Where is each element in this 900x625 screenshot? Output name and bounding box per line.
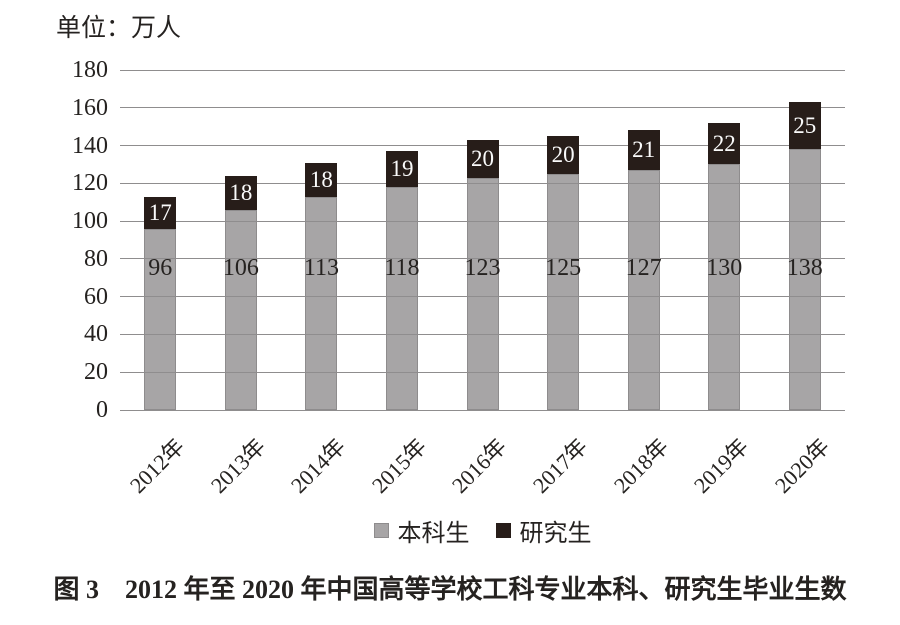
y-tick-label-80: 80 [84, 245, 108, 272]
gridline-120 [120, 182, 845, 184]
bar-segment-研究生-2017年: 20 [547, 136, 580, 174]
gridline-0 [120, 409, 845, 411]
bar-2015年: 19 118 [384, 151, 420, 410]
y-tick-label-20: 20 [84, 359, 108, 386]
gridline-40 [120, 333, 845, 335]
y-tick-label-60: 60 [84, 283, 108, 310]
bar-value-label-本科生-2015年: 118 [384, 255, 420, 281]
gridline-180 [120, 69, 845, 71]
bar-segment-研究生-2014年: 18 [305, 162, 338, 197]
gridline-80 [120, 258, 845, 260]
gridline-160 [120, 107, 845, 109]
bar-segment-研究生-2012年: 17 [144, 196, 177, 229]
bar-slot-2016年: 20 123 [442, 70, 523, 410]
bar-segment-研究生-2020年: 25 [788, 102, 821, 150]
bar-segment-本科生-2016年 [466, 177, 499, 410]
unit-label: 单位：万人 [56, 15, 182, 42]
x-tick-label-2017年: 2017年 [527, 433, 593, 498]
bar-2017年: 20 125 [545, 136, 582, 410]
x-tick-label-2016年: 2016年 [447, 433, 512, 498]
bar-slot-2012年: 17 96 [120, 70, 201, 410]
bar-value-label-本科生-2014年: 113 [303, 255, 339, 281]
y-tick-label-180: 180 [72, 57, 108, 83]
bar-slot-2013年: 18 106 [201, 70, 282, 410]
bar-value-label-本科生-2019年: 130 [706, 255, 743, 281]
y-tick-label-160: 160 [72, 94, 108, 121]
figure-caption: 图 3 2012 年至 2020 年中国高等学校工科专业本科、研究生毕业生数 [53, 575, 847, 604]
bar-2012年: 17 96 [144, 196, 177, 410]
legend-item-本科生: 本科生 [373, 513, 470, 548]
bars-container: 17 96 18 106 18 113 19 118 20 123 20 125 21 127 22 130 2… [120, 70, 845, 410]
y-axis: 0 20 40 60 80 100 120 140 160 180 [0, 57, 108, 423]
x-tick-label-2020年: 2020年 [769, 433, 834, 498]
bar-slot-2017年: 20 125 [523, 70, 604, 410]
bar-value-label-本科生-2018年: 127 [625, 255, 662, 281]
bar-segment-本科生-2018年 [627, 170, 660, 410]
gridline-60 [120, 296, 845, 298]
y-tick-label-100: 100 [72, 208, 108, 235]
bar-segment-研究生-2013年: 18 [224, 175, 257, 210]
legend-swatch-icon [495, 523, 511, 538]
bar-segment-本科生-2014年 [305, 196, 338, 410]
bar-value-label-本科生-2012年: 96 [148, 255, 173, 281]
bar-slot-2020年: 25 138 [765, 70, 846, 410]
y-tick-label-0: 0 [96, 397, 108, 423]
legend: 本科生 研究生 [120, 513, 845, 548]
bar-segment-本科生-2015年 [385, 187, 418, 410]
bar-slot-2019年: 22 130 [684, 70, 765, 410]
gridline-20 [120, 371, 845, 373]
bar-2019年: 22 130 [706, 122, 743, 410]
x-tick-label-2018年: 2018年 [608, 433, 673, 498]
plot-area: 17 96 18 106 18 113 19 118 20 123 20 125 21 127 22 130 2… [120, 69, 845, 411]
bar-slot-2015年: 19 118 [362, 70, 443, 410]
bar-segment-研究生-2016年: 20 [466, 139, 499, 178]
legend-label: 本科生 [397, 521, 470, 547]
x-tick-label-2019年: 2019年 [689, 433, 754, 498]
bar-value-label-本科生-2020年: 138 [786, 255, 823, 281]
bar-segment-研究生-2019年: 22 [708, 122, 741, 165]
x-tick-label-2014年: 2014年 [286, 433, 351, 498]
y-tick-label-140: 140 [72, 132, 108, 159]
bar-slot-2014年: 18 113 [281, 70, 362, 410]
bar-2016年: 20 123 [464, 139, 501, 410]
bar-segment-研究生-2015年: 19 [385, 151, 418, 188]
legend-item-研究生: 研究生 [495, 513, 592, 548]
legend-swatch-icon [373, 523, 389, 538]
bar-2014年: 18 113 [303, 162, 339, 410]
x-tick-label-2012年: 2012年 [125, 433, 190, 498]
bar-slot-2018年: 21 127 [603, 70, 684, 410]
y-tick-label-120: 120 [72, 170, 108, 197]
bar-segment-本科生-2019年 [708, 164, 741, 410]
bar-value-label-本科生-2017年: 125 [545, 255, 582, 281]
bar-segment-本科生-2013年 [224, 209, 257, 410]
bar-segment-本科生-2017年 [547, 173, 580, 410]
gridline-100 [120, 220, 845, 222]
x-tick-label-2015年: 2015年 [366, 433, 432, 498]
bar-2018年: 21 127 [625, 130, 662, 410]
bar-value-label-本科生-2016年: 123 [464, 255, 501, 281]
bar-value-label-本科生-2013年: 106 [222, 255, 259, 281]
legend-label: 研究生 [519, 521, 592, 547]
bar-segment-研究生-2018年: 21 [627, 130, 660, 171]
bar-2020年: 25 138 [786, 102, 823, 410]
bar-2013年: 18 106 [222, 175, 259, 410]
y-tick-label-40: 40 [84, 321, 108, 348]
bar-segment-本科生-2020年 [788, 149, 821, 410]
x-tick-label-2013年: 2013年 [205, 433, 271, 498]
